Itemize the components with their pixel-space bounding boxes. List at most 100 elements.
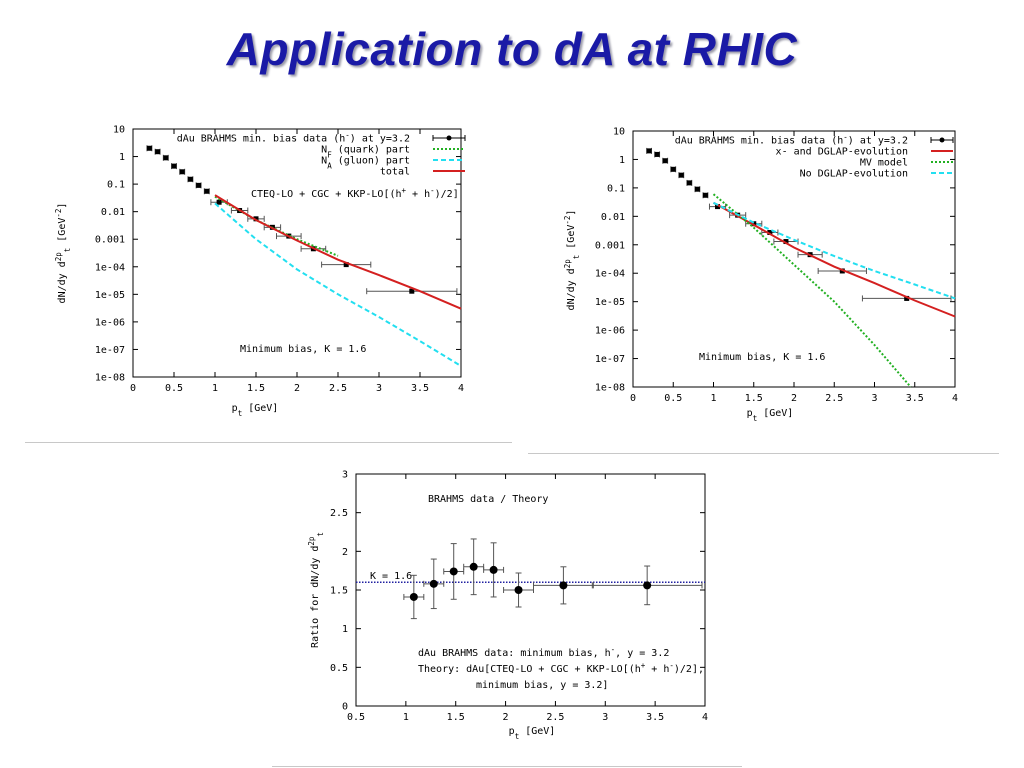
- y-tick-label: 1e-04: [95, 262, 125, 273]
- data-point: [591, 565, 703, 606]
- y-tick-label: 1e-06: [95, 317, 125, 328]
- y-tick-label: 0.1: [107, 180, 125, 191]
- slide-title: Application to dA at RHIC: [226, 23, 798, 75]
- data-point: [443, 543, 465, 600]
- data-point: [678, 172, 685, 179]
- point-marker: [646, 148, 652, 154]
- point-marker: [702, 192, 708, 198]
- legend-label: NF (quark) part: [321, 145, 410, 160]
- x-tick-label: 4: [702, 712, 708, 723]
- series-line: [214, 202, 462, 367]
- point-marker: [783, 239, 789, 245]
- point-marker: [767, 230, 773, 236]
- point-marker: [514, 586, 523, 594]
- point-marker: [429, 579, 438, 588]
- series-line: [713, 201, 956, 300]
- y-axis-label: dN/dy d2pt [GeV-2]: [563, 210, 581, 311]
- point-marker: [171, 163, 177, 169]
- y-tick-label: 0.01: [101, 207, 125, 218]
- data-point: [773, 238, 799, 245]
- chart-spectrum-left: 0 0.5 1 1.5 2 2.5 3 3.5 4 10 1 0.1 0.01 0.001 1e-04 1e-…: [55, 125, 466, 418]
- series-line: [214, 194, 462, 310]
- point-marker: [216, 199, 222, 205]
- point-marker: [196, 182, 202, 188]
- data-point: [366, 288, 458, 295]
- point-marker: [343, 262, 349, 268]
- plot-frame: [132, 128, 462, 378]
- y-tick-label: 1.5: [330, 586, 348, 597]
- x-tick-label: 1.5: [745, 393, 763, 404]
- y-tick-label: 2.5: [330, 508, 348, 519]
- legend-label: x- and DGLAP-evolution: [776, 147, 908, 158]
- legend-label: dAu BRAHMS min. bias data (h-) at y=3.2: [675, 132, 908, 147]
- data-point: [686, 179, 693, 186]
- chart-title: BRAHMS data / Theory: [428, 494, 548, 505]
- x-tick-label: 2: [294, 383, 300, 394]
- point-marker: [409, 288, 415, 294]
- x-tick-label: 1: [403, 712, 409, 723]
- data-point: [694, 186, 701, 193]
- x-tick-label: 3.5: [646, 712, 664, 723]
- reference-line-label: K = 1.6: [370, 571, 412, 582]
- data-point: [154, 148, 161, 155]
- y-tick-label: 0: [342, 702, 348, 713]
- y-tick-label: 1e-07: [95, 345, 125, 356]
- data-point: [503, 572, 534, 608]
- y-tick-label: 0.001: [95, 235, 125, 246]
- point-marker: [179, 169, 185, 175]
- legend-label: MV model: [860, 158, 908, 169]
- x-tick-label: 3: [871, 393, 877, 404]
- data-point: [195, 182, 202, 189]
- data-point: [187, 176, 194, 183]
- x-tick-label: 4: [458, 383, 464, 394]
- data-point: [247, 215, 265, 222]
- x-tick-label: 0: [130, 383, 136, 394]
- data-point: [162, 154, 169, 161]
- x-axis-label: pt [GeV]: [747, 408, 794, 423]
- data-point: [463, 538, 485, 596]
- y-tick-label: 1e-05: [595, 297, 625, 308]
- x-tick-label: 0.5: [165, 383, 183, 394]
- x-tick-label: 1: [710, 393, 716, 404]
- x-tick-label: 2.5: [329, 383, 347, 394]
- x-tick-label: 3.5: [411, 383, 429, 394]
- point-marker: [187, 176, 193, 182]
- legend-label: total: [380, 167, 410, 178]
- point-marker: [654, 151, 660, 157]
- x-tick-label: 0.5: [347, 712, 365, 723]
- y-tick-label: 0.01: [601, 212, 625, 223]
- y-tick-label: 1e-05: [95, 290, 125, 301]
- y-axis-label: Ratio for dN/dy d2pt: [307, 532, 325, 648]
- data-point: [146, 145, 153, 152]
- data-point: [403, 574, 425, 620]
- x-tick-label: 3: [602, 712, 608, 723]
- data-point: [702, 192, 709, 199]
- y-tick-label: 0.1: [607, 183, 625, 194]
- data-point: [203, 188, 210, 195]
- data-point: [321, 261, 372, 268]
- point-marker: [751, 221, 757, 227]
- annotation: CTEQ-LO + CGC + KKP-LO[(h+ + h-)/2]: [251, 186, 459, 201]
- y-tick-label: 1e-07: [595, 354, 625, 365]
- x-tick-label: 2: [791, 393, 797, 404]
- y-tick-label: 1e-08: [595, 383, 625, 394]
- legend-label: NA (gluon) part: [321, 156, 410, 171]
- x-axis-label: pt [GeV]: [232, 403, 279, 418]
- legend-sample-marker: [939, 137, 945, 143]
- x-tick-label: 2.5: [825, 393, 843, 404]
- annotation: dAu BRAHMS data: minimum bias, h-, y = 3…: [418, 645, 669, 660]
- point-marker: [469, 562, 478, 571]
- point-marker: [643, 581, 652, 590]
- data-point: [670, 166, 677, 173]
- point-marker: [146, 145, 152, 151]
- y-tick-label: 10: [113, 125, 125, 136]
- x-tick-label: 4: [952, 393, 958, 404]
- point-marker: [694, 186, 700, 192]
- divider-right: [528, 453, 999, 454]
- y-tick-label: 2: [342, 547, 348, 558]
- x-tick-label: 2.5: [546, 712, 564, 723]
- y-tick-label: 1e-04: [595, 269, 625, 280]
- data-point: [171, 163, 177, 170]
- x-tick-label: 1: [212, 383, 218, 394]
